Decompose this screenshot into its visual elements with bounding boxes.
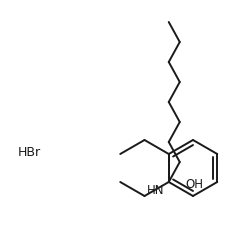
Text: HN: HN xyxy=(147,184,165,197)
Text: HBr: HBr xyxy=(18,146,41,158)
Text: OH: OH xyxy=(185,178,203,191)
